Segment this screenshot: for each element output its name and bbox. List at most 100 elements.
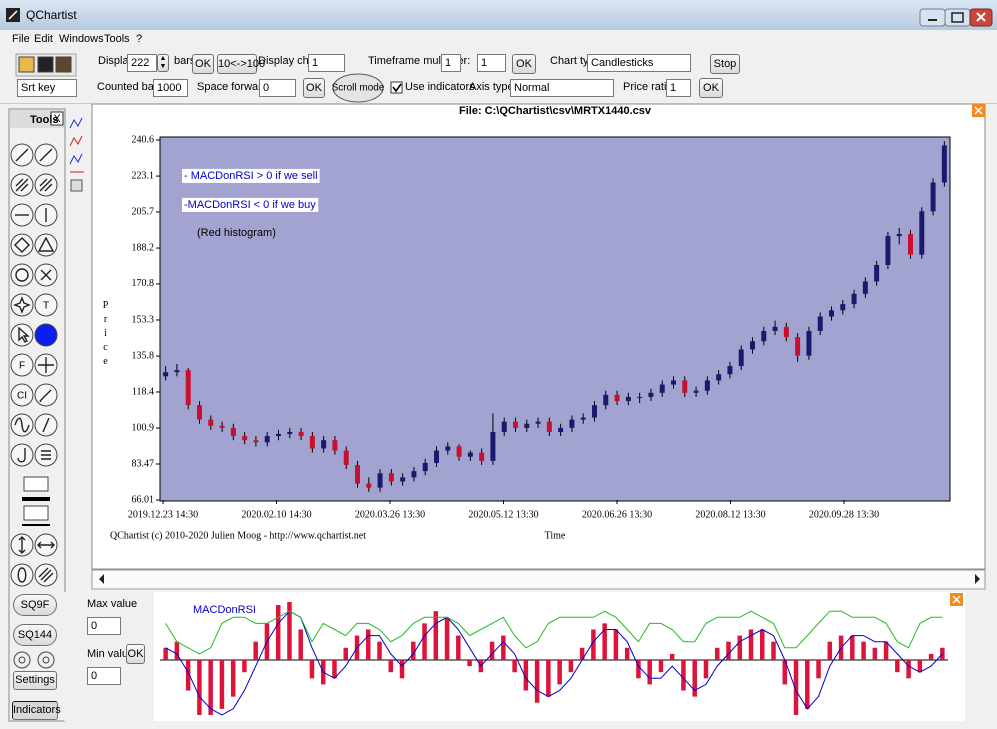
price-ratio-input[interactable]: 1 — [666, 79, 691, 97]
menu-item[interactable]: ? — [136, 33, 143, 45]
candle-body — [253, 440, 259, 443]
histogram-bar — [546, 660, 551, 697]
zoom-button[interactable] — [37, 651, 55, 669]
sq9f-button[interactable]: SQ9F — [13, 594, 57, 616]
scroll-mode-label[interactable]: Scroll mode — [332, 83, 385, 94]
tool-glyph — [42, 417, 50, 433]
histogram-bar — [613, 629, 619, 660]
timeframe-select[interactable]: 1 — [477, 54, 506, 72]
line-width[interactable] — [22, 524, 50, 526]
maximize-glyph — [951, 12, 964, 23]
sort-key-input[interactable]: Srt key — [17, 79, 77, 97]
axis-type-select[interactable]: Normal — [510, 79, 614, 97]
x-tick-label: 2020.09.28 13:30 — [809, 509, 879, 520]
use-indicators-checkbox[interactable] — [390, 81, 403, 94]
indicators-tab[interactable]: Indicators — [12, 701, 61, 720]
menu-item[interactable]: File — [12, 33, 30, 45]
shortcut-icon[interactable] — [70, 179, 83, 192]
ok-button[interactable]: OK — [699, 78, 723, 98]
scroll-mode-button[interactable] — [332, 73, 384, 103]
tool-button[interactable] — [10, 263, 34, 287]
use-indicators-label[interactable]: Use indicators — [405, 81, 475, 93]
menu-item[interactable]: Windows — [59, 33, 104, 45]
shortcut-icon[interactable] — [69, 153, 83, 165]
tool-glyph — [39, 148, 53, 162]
counted-bars-input[interactable]: 1000 — [153, 79, 188, 97]
max-value-input[interactable]: 0 — [87, 617, 121, 635]
timeframe-input[interactable]: 1 — [441, 54, 461, 72]
candle-body — [783, 326, 789, 338]
ok-button[interactable]: OK — [303, 78, 325, 98]
scroll-right[interactable] — [975, 574, 980, 584]
title-bar — [0, 0, 997, 30]
y-tick-label: 66.01 — [132, 494, 155, 505]
candle-body — [919, 211, 925, 255]
histogram-bar — [928, 653, 934, 660]
tool-button[interactable] — [34, 323, 58, 347]
tools-close-box[interactable] — [50, 111, 64, 126]
x-tick-label: 2019.12.23 14:30 — [128, 509, 198, 520]
tool-button[interactable] — [10, 383, 34, 407]
display-input[interactable]: 222 — [127, 54, 157, 72]
candle-body — [332, 440, 338, 451]
shortcut-icon[interactable] — [69, 117, 83, 129]
settings-button[interactable]: Settings — [13, 671, 57, 690]
scroll-left[interactable] — [99, 574, 104, 584]
histogram-bar — [703, 660, 709, 679]
save-icon[interactable] — [37, 56, 54, 73]
tool-button[interactable] — [10, 353, 34, 377]
tool-button-label[interactable]: CI — [17, 391, 27, 402]
histogram-bar — [433, 611, 439, 660]
tool-button[interactable] — [34, 293, 58, 317]
menu-bar — [0, 30, 997, 48]
histogram-bar — [636, 660, 641, 679]
print-icon[interactable] — [55, 56, 72, 73]
window-title: QChartist — [26, 8, 77, 22]
counted-bars-label: Counted bars: — [97, 81, 167, 93]
tool-button[interactable] — [10, 323, 34, 347]
indicator-ok-button[interactable]: OK — [126, 644, 145, 664]
tool-glyph — [17, 567, 27, 583]
space-forwards-input[interactable]: 0 — [259, 79, 296, 97]
sq144-button[interactable]: SQ144 — [13, 624, 57, 646]
tool-button[interactable] — [10, 563, 34, 587]
y-axis-label: Price — [100, 300, 111, 370]
maximize-button[interactable] — [944, 8, 971, 27]
stop-button[interactable]: Stop — [710, 54, 740, 74]
color-swatch[interactable] — [23, 505, 49, 521]
histogram-bar — [591, 629, 596, 660]
indicator-line — [165, 610, 943, 655]
tool-glyph — [38, 357, 54, 373]
tool-button-label[interactable]: F — [19, 361, 25, 372]
color-swatch[interactable] — [23, 476, 49, 492]
chart-type-select[interactable]: Candlesticks — [587, 54, 691, 72]
zoom-button[interactable] — [13, 651, 31, 669]
shortcut-icon[interactable] — [69, 135, 83, 147]
histogram-bar — [253, 641, 258, 660]
tool-button[interactable] — [10, 443, 34, 467]
ok-button[interactable]: OK — [512, 54, 536, 74]
min-value-input[interactable]: 0 — [87, 667, 121, 685]
histogram-bar — [669, 653, 675, 660]
display-chart-select[interactable]: 1 — [308, 54, 345, 72]
menu-item[interactable]: Edit — [34, 33, 53, 45]
tools-close[interactable]: X — [53, 113, 61, 125]
y-tick-label: 223.1 — [132, 170, 155, 181]
toggle-button[interactable]: 10<->100 — [217, 54, 265, 74]
histogram-bar — [647, 660, 652, 685]
menu-item[interactable]: Tools — [104, 33, 130, 45]
display-spinner[interactable]: ▲ ▼ — [157, 54, 169, 72]
tool-button[interactable] — [10, 233, 34, 257]
ok-button[interactable]: OK — [192, 54, 214, 74]
histogram-bar — [208, 660, 213, 715]
candle-body — [874, 264, 880, 282]
tool-glyph — [39, 389, 52, 403]
minimize-button[interactable] — [919, 8, 946, 27]
line-width[interactable] — [22, 497, 50, 501]
tool-button-label[interactable]: T — [43, 301, 49, 312]
open-icon[interactable] — [18, 56, 35, 73]
histogram-bar — [411, 641, 416, 660]
tool-button[interactable] — [10, 293, 34, 317]
candle-body — [355, 464, 360, 484]
horizontal-scrollbar[interactable] — [91, 569, 986, 590]
